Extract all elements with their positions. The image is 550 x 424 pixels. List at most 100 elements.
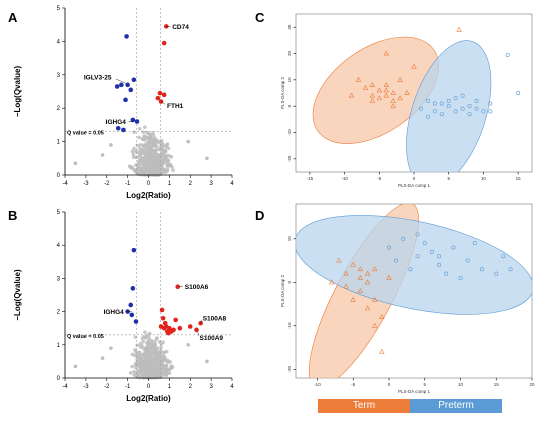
up-point bbox=[173, 317, 178, 323]
ns-point bbox=[151, 351, 155, 355]
up-point bbox=[160, 315, 166, 321]
panel-letter: C bbox=[255, 10, 265, 25]
ns-points bbox=[73, 125, 209, 177]
ns-point bbox=[162, 355, 167, 359]
preterm-point bbox=[516, 91, 521, 96]
ns-point bbox=[135, 143, 140, 148]
annotation-label: S100A6 bbox=[185, 284, 209, 291]
preterm-point bbox=[446, 104, 451, 109]
ns-point bbox=[144, 141, 149, 146]
panel-letter: B bbox=[8, 208, 17, 223]
x-tick-label: 15 bbox=[494, 382, 500, 387]
ns-point bbox=[166, 371, 170, 375]
ns-point bbox=[159, 345, 163, 350]
x-tick-label: -10 bbox=[314, 382, 321, 387]
ns-point bbox=[151, 150, 155, 155]
ns-point bbox=[138, 142, 143, 147]
ns-point bbox=[141, 137, 146, 142]
ns-point bbox=[205, 359, 209, 364]
preterm-point bbox=[451, 245, 456, 250]
x-tick-label: 10 bbox=[458, 382, 464, 387]
ns-point bbox=[151, 370, 156, 375]
ns-point bbox=[164, 153, 168, 158]
ns-point bbox=[149, 341, 154, 345]
annotation-leader bbox=[115, 78, 126, 84]
preterm-point bbox=[474, 98, 479, 103]
x-tick-label: -5 bbox=[351, 382, 355, 387]
preterm-point bbox=[401, 236, 406, 241]
ns-point bbox=[169, 364, 174, 368]
ns-point bbox=[155, 346, 160, 351]
x-tick-label: 3 bbox=[209, 384, 213, 390]
ns-point bbox=[149, 169, 153, 174]
annotation-leader bbox=[197, 331, 200, 336]
x-tick-label: 0 bbox=[388, 382, 391, 387]
down-point bbox=[133, 319, 139, 324]
preterm-point bbox=[415, 254, 420, 259]
x-tick-label: 4 bbox=[230, 181, 234, 187]
y-tick-label: 0 bbox=[57, 376, 61, 382]
ns-point bbox=[144, 366, 148, 370]
x-tick-label: -1 bbox=[125, 181, 131, 187]
preterm-point bbox=[488, 101, 493, 106]
ns-point bbox=[137, 369, 141, 374]
y-tick-label: 3 bbox=[57, 73, 61, 79]
x-tick-label: -4 bbox=[62, 384, 68, 390]
x-tick-label: -2 bbox=[104, 181, 110, 187]
y-tick-label: 5 bbox=[57, 210, 61, 216]
y-tick-label: 0 bbox=[57, 173, 61, 179]
x-tick-label: -1 bbox=[125, 384, 131, 390]
volcano-panel-A: A -4 -3 -2 -1 0 1 2 3 4 0 1 2 3 4 5 Log2(Ratio) −Log(Qval… bbox=[8, 6, 234, 200]
ns-point bbox=[132, 373, 137, 377]
ns-point bbox=[160, 371, 165, 375]
ns-point bbox=[145, 146, 149, 150]
term-point bbox=[369, 97, 376, 103]
ns-point bbox=[144, 361, 148, 366]
preterm-point bbox=[474, 106, 479, 111]
term-point bbox=[379, 348, 385, 354]
up-point bbox=[158, 99, 164, 104]
q-threshold-label: Q value = 0.05 bbox=[67, 131, 104, 137]
y-tick-label: 5 bbox=[57, 6, 61, 12]
annotation-leader bbox=[160, 101, 166, 105]
term-point bbox=[357, 266, 364, 272]
ns-point bbox=[135, 155, 139, 160]
x-tick-label: 2 bbox=[189, 384, 193, 390]
x-tick-label: 5 bbox=[447, 176, 450, 181]
x-axis-title: Log2(Ratio) bbox=[126, 191, 171, 200]
confidence-ellipse-preterm bbox=[296, 215, 532, 315]
ns-point bbox=[141, 354, 146, 358]
panel-letter: D bbox=[255, 208, 264, 223]
ns-point bbox=[155, 165, 160, 170]
preterm-point bbox=[432, 101, 437, 106]
ns-point bbox=[132, 130, 136, 134]
ns-point bbox=[131, 155, 136, 159]
legend-term: Term bbox=[318, 399, 410, 413]
ns-point bbox=[134, 365, 138, 370]
ns-point bbox=[137, 135, 141, 140]
term-point bbox=[343, 283, 349, 289]
ns-point bbox=[150, 345, 154, 349]
preterm-point bbox=[501, 254, 506, 259]
up-point bbox=[155, 95, 161, 101]
y-tick-label: -20 bbox=[287, 155, 292, 162]
y-tick-label: -10 bbox=[287, 322, 292, 329]
ns-point bbox=[130, 364, 134, 369]
ns-point bbox=[136, 172, 141, 176]
y-tick-label: 0 bbox=[287, 104, 292, 107]
down-point bbox=[128, 87, 134, 93]
ns-point bbox=[135, 363, 140, 367]
annotation-label: S100A8 bbox=[203, 316, 227, 323]
ns-point bbox=[109, 346, 113, 350]
ns-point bbox=[138, 157, 142, 162]
ns-point bbox=[144, 346, 149, 350]
term-point bbox=[369, 92, 376, 98]
term-point bbox=[371, 322, 378, 328]
ns-point bbox=[137, 146, 142, 150]
ns-point bbox=[152, 346, 157, 351]
ns-point bbox=[141, 130, 146, 134]
y-tick-label: 30 bbox=[287, 24, 292, 30]
ns-point bbox=[156, 374, 160, 379]
x-tick-label: 1 bbox=[168, 181, 172, 187]
